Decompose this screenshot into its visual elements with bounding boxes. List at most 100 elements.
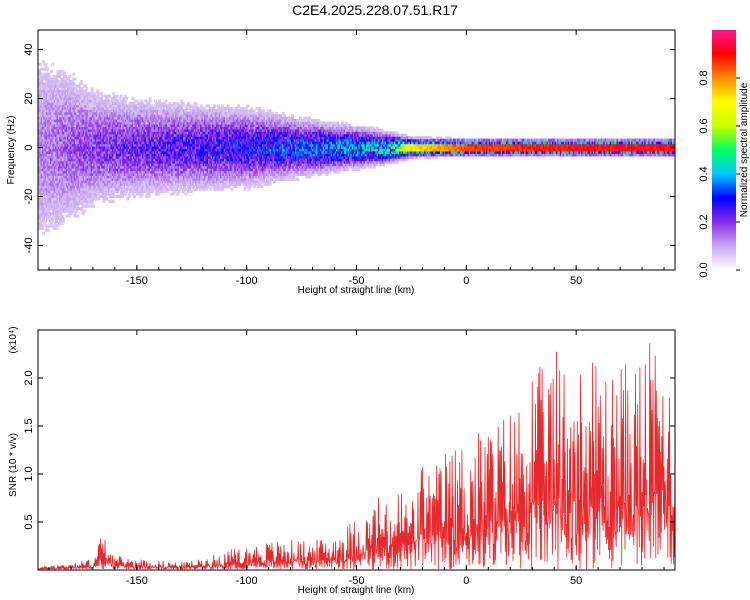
spectrogram-cell: [55, 217, 59, 221]
spectrogram-cell: [55, 212, 59, 216]
spectrogram-cell: [115, 190, 119, 194]
spectrogram-cell: [69, 209, 73, 213]
spectrogram-cell: [151, 190, 155, 194]
spectrogram-cell: [156, 192, 160, 196]
spectrogram-cell: [179, 187, 182, 191]
spectrogram-cell: [73, 94, 77, 98]
spectrogram-cell: [135, 106, 139, 110]
spectrogram-cell: [55, 219, 59, 223]
spectrogram-cell: [44, 219, 48, 223]
spectrogram-cell: [38, 79, 41, 83]
spectrogram-cell: [53, 224, 57, 228]
spectrogram-cell: [57, 89, 61, 93]
spectrogram-cell: [152, 187, 156, 191]
spectrogram-cell: [125, 190, 128, 194]
spectrogram-cell: [44, 75, 48, 78]
spectrogram-cell: [73, 212, 77, 216]
spectrogram-cell: [49, 79, 53, 83]
spectrogram-cell: [115, 187, 119, 191]
spectrogram-cell: [60, 77, 64, 81]
spectrogram-cell: [131, 190, 135, 194]
spectrogram-cell: [93, 92, 97, 96]
spectrogram-cell: [81, 89, 85, 93]
spectrogram-cell: [115, 94, 119, 98]
spectrogram-cell: [118, 97, 122, 101]
spectrogram-cell: [127, 195, 131, 198]
spectrogram-cell: [85, 199, 89, 203]
spectrogram-cell: [72, 82, 76, 86]
spectrogram-cell: [157, 99, 161, 103]
spectrogram-cell: [184, 192, 188, 196]
spectrogram-cell: [59, 84, 63, 88]
spectrogram-cell: [48, 219, 52, 223]
spectrogram-cell: [139, 99, 143, 103]
spectrogram-cell: [134, 190, 138, 194]
spectrogram-cell: [64, 89, 68, 93]
spectrogram-cell: [90, 92, 94, 96]
spectrogram-cell: [127, 106, 131, 110]
spectrogram-cell: [185, 187, 189, 191]
spectrogram-cell: [148, 99, 152, 103]
spectrogram-cell: [55, 77, 59, 81]
spectrogram-cell: [61, 219, 65, 223]
spectrogram-cell: [109, 195, 113, 198]
spectrogram-cell: [96, 104, 99, 108]
spectrogram-cell: [131, 97, 135, 101]
spectrogram-cell: [179, 104, 182, 108]
spectrogram-cell: [67, 77, 70, 81]
spectrogram-cell: [163, 190, 167, 194]
spectrogram-cell: [97, 97, 101, 101]
spectrogram-cell: [176, 192, 180, 196]
spectrogram-cell: [40, 224, 44, 228]
spectrogram-cell: [160, 104, 164, 108]
spectrogram-cell: [63, 202, 66, 206]
spectrogram-cell: [47, 72, 51, 76]
spectrogram-cell: [181, 102, 185, 105]
spectrogram-cell: [90, 199, 94, 203]
spectrogram-cell: [172, 104, 176, 108]
spectrogram-cell: [63, 207, 66, 211]
spectrogram-cell: [51, 224, 55, 228]
spectrogram-cell: [69, 92, 73, 96]
spectrogram-cell: [67, 87, 70, 91]
spectrogram-cell: [89, 195, 93, 198]
spectrogram-cell: [81, 97, 85, 101]
spectrogram-cell: [181, 104, 185, 108]
spectrogram-cell: [64, 79, 68, 83]
spectrogram-cell: [175, 104, 179, 108]
spectrogram-cell: [128, 102, 132, 105]
spectrogram-cell: [179, 185, 182, 189]
spectrogram-cell: [56, 214, 60, 218]
spectrogram-cell: [81, 199, 85, 203]
spectrogram-cell: [180, 99, 184, 103]
spectrogram-cell: [44, 79, 48, 83]
spectrogram-cell: [81, 212, 85, 216]
spectrogram-cell: [188, 187, 192, 191]
spectrogram-cell: [123, 99, 127, 103]
spectrogram-cell: [172, 109, 176, 113]
spectrogram-cell: [85, 202, 89, 206]
spectrogram-cell: [73, 214, 77, 218]
spectrogram-cell: [52, 217, 56, 221]
spectrogram-cell: [39, 222, 43, 225]
spectrogram-cell: [80, 82, 84, 86]
spectrogram-cell: [101, 99, 105, 103]
spectrogram-cell: [97, 94, 101, 98]
spectrogram-cell: [164, 104, 168, 108]
spectrogram-cell: [127, 192, 131, 196]
spectrogram-cell: [72, 209, 76, 213]
spectrogram-cell: [188, 185, 192, 189]
spectrogram-cell: [48, 77, 52, 81]
spectrogram-cell: [164, 185, 168, 189]
spectrogram-cell: [134, 104, 138, 108]
spectrogram-cell: [115, 195, 119, 198]
spectrogram-cell: [123, 102, 127, 105]
spectrogram-cell: [84, 197, 88, 201]
spectrogram-cell: [80, 207, 84, 211]
spectrogram-cell: [157, 102, 161, 105]
spectrogram-cell: [65, 199, 69, 203]
spectrogram-cell: [184, 109, 188, 113]
spectrogram-cell: [39, 84, 43, 88]
spectrogram-cell: [119, 102, 123, 105]
